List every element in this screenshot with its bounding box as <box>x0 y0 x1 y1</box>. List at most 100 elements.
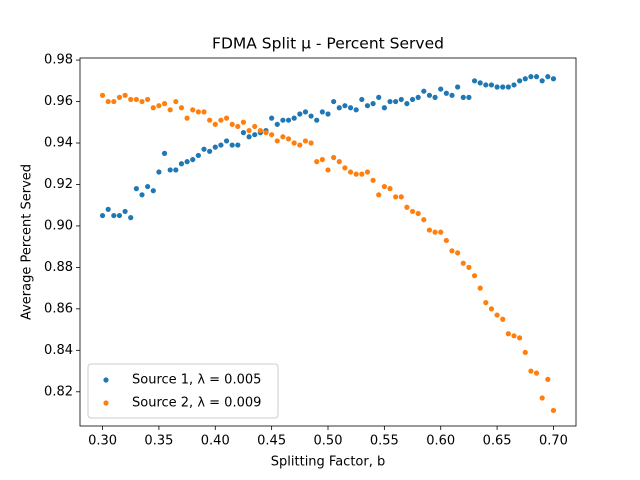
point <box>240 130 247 136</box>
point <box>443 90 449 96</box>
point <box>201 146 207 152</box>
y-tick-label: 0.82 <box>44 384 73 399</box>
point <box>308 140 314 146</box>
point <box>500 316 506 322</box>
point <box>471 273 478 279</box>
point <box>370 101 376 107</box>
point <box>528 74 534 80</box>
point <box>533 370 540 376</box>
y-tick-label: 0.98 <box>44 53 73 68</box>
point <box>161 101 168 107</box>
point <box>364 103 371 109</box>
point <box>409 96 416 103</box>
y-tick-label: 0.92 <box>44 177 73 192</box>
point <box>426 92 433 98</box>
point <box>145 96 151 103</box>
point <box>443 237 449 244</box>
point <box>269 115 275 121</box>
point <box>449 248 455 254</box>
point <box>246 127 252 134</box>
point <box>252 132 258 138</box>
point <box>438 86 444 92</box>
point <box>393 98 399 105</box>
point <box>381 183 387 190</box>
point <box>122 92 128 98</box>
x-tick-label: 0.60 <box>426 434 455 449</box>
point <box>99 92 106 98</box>
x-tick-label: 0.45 <box>257 434 286 449</box>
point <box>466 264 472 270</box>
point <box>511 82 517 88</box>
x-tick-label: 0.70 <box>539 434 568 449</box>
point <box>105 98 111 105</box>
point <box>545 74 551 80</box>
point <box>432 94 438 100</box>
point <box>302 109 309 115</box>
point <box>325 111 331 117</box>
point <box>460 260 466 266</box>
legend-label: Source 1, λ = 0.005 <box>132 373 261 388</box>
point <box>376 94 382 100</box>
point <box>269 132 275 138</box>
point <box>280 117 286 123</box>
point <box>477 285 483 291</box>
point <box>421 88 427 94</box>
point <box>173 98 179 105</box>
point <box>319 156 325 163</box>
point <box>223 138 230 144</box>
point <box>387 98 393 105</box>
point <box>128 215 134 221</box>
point <box>331 98 337 105</box>
point <box>116 212 123 219</box>
point <box>111 212 117 219</box>
point <box>353 107 359 113</box>
point <box>314 117 320 123</box>
x-tick-label: 0.55 <box>370 434 399 449</box>
point <box>116 94 123 100</box>
point <box>207 148 213 154</box>
point <box>235 123 241 130</box>
point <box>145 183 151 190</box>
y-tick-label: 0.88 <box>44 260 73 275</box>
point <box>285 117 292 123</box>
point <box>500 84 506 90</box>
point <box>218 142 224 148</box>
point <box>178 105 185 111</box>
point <box>398 96 404 103</box>
point <box>404 204 410 210</box>
x-tick-label: 0.50 <box>314 434 343 449</box>
point <box>139 98 145 105</box>
point <box>167 167 173 173</box>
point <box>207 117 213 123</box>
point <box>111 98 117 105</box>
point <box>173 167 179 173</box>
point <box>505 84 511 90</box>
point <box>539 78 545 84</box>
point <box>302 138 309 144</box>
point <box>477 80 483 86</box>
point <box>150 105 156 111</box>
point <box>314 159 320 165</box>
point <box>376 192 382 198</box>
point <box>387 186 393 192</box>
point <box>122 208 128 215</box>
x-axis-label: Splitting Factor, b <box>271 455 385 470</box>
point <box>415 210 421 217</box>
point <box>99 212 106 219</box>
point <box>331 154 337 161</box>
legend-marker <box>103 400 109 406</box>
point <box>212 144 218 150</box>
point <box>505 331 511 337</box>
point <box>195 152 201 159</box>
point <box>274 138 280 144</box>
point <box>274 121 280 127</box>
point <box>139 192 145 198</box>
plot-frame <box>79 57 577 427</box>
point <box>471 78 478 84</box>
x-tick-label: 0.35 <box>144 434 173 449</box>
point <box>167 107 173 113</box>
point <box>190 156 196 163</box>
point <box>432 229 438 235</box>
point <box>347 169 354 175</box>
